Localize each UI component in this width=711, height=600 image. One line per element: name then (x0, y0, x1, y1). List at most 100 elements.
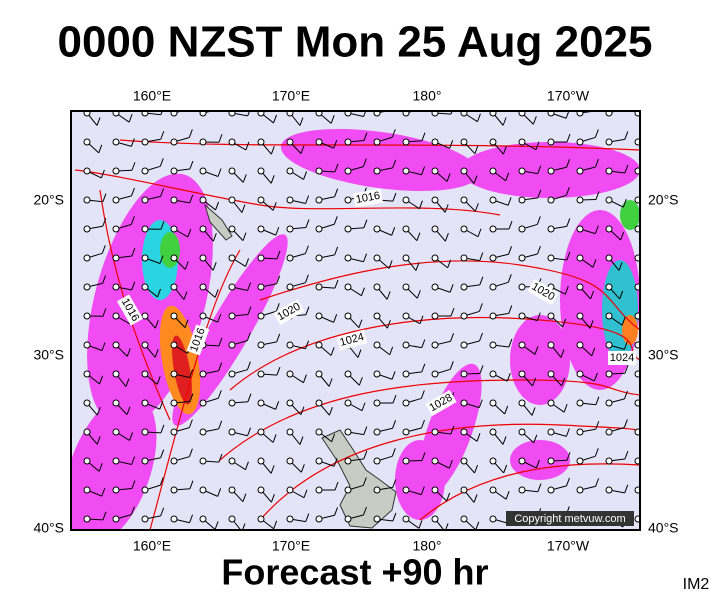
station (228, 225, 236, 233)
station (460, 486, 468, 494)
barb-feather (188, 448, 193, 457)
barb-feather (624, 131, 629, 140)
station (518, 254, 526, 262)
station (373, 515, 381, 523)
barb-feather (507, 197, 512, 206)
barb-feather (415, 262, 420, 271)
station (431, 167, 439, 175)
barb-feather (244, 461, 249, 470)
barb-feather (358, 319, 363, 328)
barb-feather (565, 477, 570, 487)
station (257, 225, 265, 233)
barb-feather (275, 226, 280, 236)
station (199, 254, 207, 262)
barb-feather (101, 342, 106, 351)
station (199, 399, 207, 407)
station (199, 167, 207, 175)
barb-feather (566, 159, 571, 168)
station (170, 399, 178, 407)
station (170, 515, 178, 523)
station (373, 138, 381, 146)
station (373, 111, 381, 117)
barb-feather (448, 460, 453, 469)
station (141, 341, 149, 349)
station (315, 341, 323, 349)
station (112, 428, 120, 436)
lat-label-left: 40°S (33, 520, 64, 536)
station (286, 283, 294, 291)
barb-feather (247, 393, 252, 402)
barb-feather (275, 401, 280, 410)
station (547, 254, 555, 262)
station (518, 312, 526, 320)
station (576, 457, 584, 465)
station (460, 312, 468, 320)
barb-feather (303, 171, 308, 180)
station (373, 254, 381, 262)
barb-feather (392, 420, 397, 429)
lon-label-bottom: 180° (413, 538, 442, 554)
station (460, 515, 468, 523)
barb-feather (386, 319, 391, 329)
station (547, 225, 555, 233)
station (286, 138, 294, 146)
barb-feather (305, 340, 310, 349)
barb-feather (131, 480, 136, 489)
barb-feather (102, 308, 107, 317)
barb-feather (421, 419, 425, 429)
station (576, 370, 584, 378)
station (634, 111, 640, 117)
station (547, 138, 555, 146)
barb-feather (330, 115, 335, 124)
station (315, 399, 323, 407)
barb-feather (363, 450, 368, 460)
station (605, 341, 613, 349)
station (402, 225, 410, 233)
barb-feather (420, 390, 425, 399)
station (373, 312, 381, 320)
station (83, 254, 91, 262)
barb-feather (215, 201, 220, 211)
barb-feather (653, 459, 656, 467)
station (460, 341, 468, 349)
barb-feather (159, 400, 164, 410)
barb-feather (564, 286, 569, 295)
station (228, 111, 236, 117)
station (431, 111, 439, 117)
barb-feather (391, 227, 396, 236)
isobar-label-box (608, 351, 636, 365)
station (315, 138, 323, 146)
barb-feather (619, 290, 624, 300)
barb-feather (214, 289, 219, 298)
station (112, 138, 120, 146)
barb-feather (363, 506, 367, 516)
isobar-label: 1016 (352, 188, 384, 208)
station (634, 196, 640, 204)
station (199, 196, 207, 204)
barb-feather (595, 396, 600, 405)
station (576, 428, 584, 436)
new-zealand (321, 429, 397, 529)
barb-feather (272, 202, 277, 211)
station (170, 283, 178, 291)
isobar-label-box (116, 294, 144, 326)
barb-feather (421, 363, 426, 373)
barb-feather (242, 493, 247, 502)
barb-feather (157, 288, 162, 298)
isobar-label-box (273, 298, 305, 326)
barb-feather (566, 218, 571, 227)
station (83, 138, 91, 146)
barb-feather (388, 260, 393, 269)
barb-feather (217, 488, 222, 497)
station (83, 486, 91, 494)
station (315, 225, 323, 233)
station (228, 341, 236, 349)
station (634, 254, 640, 262)
barb-feather (184, 261, 189, 270)
station (576, 111, 584, 117)
barb-feather (536, 312, 541, 321)
barb-feather (333, 139, 338, 149)
barb-feather (362, 158, 367, 167)
station (547, 428, 555, 436)
station (83, 457, 91, 465)
